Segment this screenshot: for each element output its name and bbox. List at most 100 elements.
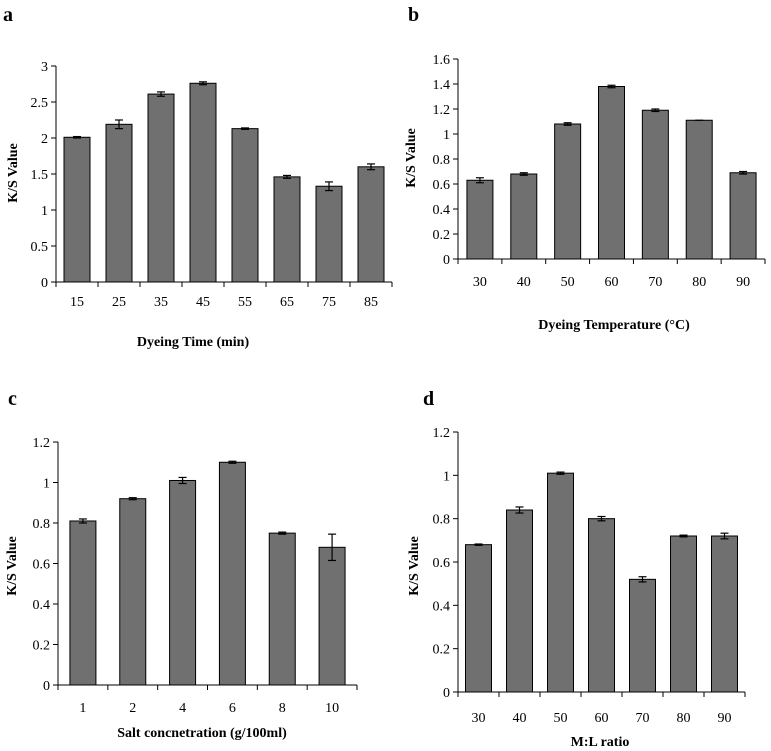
panel-a-bar — [189, 82, 217, 283]
panel-b-y-tick-label: 0.8 — [433, 153, 451, 168]
panel-d-y-tick-label: 1.2 — [433, 426, 451, 441]
panel-d-y-tick-label: 1 — [443, 469, 450, 484]
panel-d-bar — [547, 472, 574, 693]
panel-d-bar — [588, 518, 615, 693]
panel-d-x-tick-label: 70 — [636, 711, 650, 726]
panel-d-y-tick-label: 0.2 — [433, 643, 451, 658]
panel-a-x-tick-label: 75 — [322, 295, 336, 310]
panel-d: d K/S Value M:L ratio 0 0.2 0.4 0.6 0.8 1 1.2 3… — [407, 388, 746, 750]
panel-b-y-tick-label: 0.4 — [433, 203, 451, 218]
panel-b-bar — [466, 179, 494, 260]
panel-b-bar — [554, 123, 582, 260]
panel-a-plot: 0 0.5 1 1.5 2 2.5 3 15 25 35 45 55 65 75 85 — [31, 60, 393, 310]
panel-c-y-tick-label: 0.2 — [33, 639, 51, 654]
panel-a: a K/S Value Dyeing Time (min) 0 0.5 1 1.5 2 2… — [3, 4, 393, 350]
panel-b-x-tick-label: 40 — [517, 275, 531, 290]
panel-c-x-tick-label: 10 — [325, 701, 339, 716]
panel-b-bar — [729, 172, 757, 260]
panel-a-x-tick-label: 25 — [112, 295, 126, 310]
panel-d-bar — [670, 535, 697, 693]
panel-c: c K/S Value Salt concnetration (g/100ml)… — [5, 388, 358, 741]
panel-d-x-tick-label: 50 — [554, 711, 568, 726]
panel-a-bar — [315, 185, 343, 283]
panel-b-letter: b — [408, 4, 419, 26]
panel-b-y-tick-label: 0 — [443, 253, 450, 268]
panel-d-xlabel: M:L ratio — [571, 735, 630, 750]
panel-d-x-tick-label: 80 — [677, 711, 691, 726]
panel-b-ylabel: K/S Value — [404, 128, 419, 188]
panel-b-plot: 0 0.2 0.4 0.6 0.8 1 1.2 1.4 1.6 30 40 50 60 70 80 90 — [433, 53, 766, 290]
panel-a-x-tick-label: 85 — [364, 295, 378, 310]
panel-b-x-tick-label: 90 — [736, 275, 750, 290]
panel-a-x-tick-label: 55 — [238, 295, 252, 310]
panel-c-plot: 0 0.2 0.4 0.6 0.8 1 1.2 1 2 4 6 8 10 — [33, 436, 358, 716]
panel-d-y-tick-label: 0 — [443, 686, 450, 701]
panel-c-y-tick-label: 0.4 — [33, 598, 51, 613]
panel-d-bar — [506, 509, 533, 693]
panel-c-ylabel: K/S Value — [5, 536, 20, 596]
panel-b-y-tick-label: 0.6 — [433, 178, 451, 193]
panel-c-x-tick-label: 1 — [79, 701, 86, 716]
panel-a-bar — [357, 166, 385, 283]
panel-b-x-tick-label: 80 — [692, 275, 706, 290]
panel-a-y-tick-label: 0.5 — [31, 240, 49, 255]
panel-a-bar — [147, 93, 175, 283]
panel-a-y-tick-label: 0 — [41, 276, 48, 291]
panel-b-y-tick-label: 1 — [443, 128, 450, 143]
panel-a-bar — [63, 136, 91, 283]
panel-a-y-tick-label: 1 — [41, 204, 48, 219]
panel-a-y-tick-label: 2.5 — [31, 96, 49, 111]
panel-a-x-tick-label: 15 — [70, 295, 84, 310]
panel-c-x-tick-label: 6 — [229, 701, 236, 716]
panel-c-y-tick-label: 0 — [43, 679, 50, 694]
panel-c-x-tick-label: 4 — [179, 701, 186, 716]
panel-c-bar — [169, 479, 197, 686]
panel-a-ylabel: K/S Value — [6, 143, 21, 203]
panel-a-xlabel: Dyeing Time (min) — [137, 335, 250, 350]
panel-c-x-tick-label: 8 — [279, 701, 286, 716]
panel-b-bar — [598, 86, 625, 260]
panel-d-x-tick-label: 60 — [595, 711, 609, 726]
panel-b-y-tick-label: 0.2 — [433, 228, 451, 243]
panel-b-bar — [510, 173, 538, 260]
panel-c-y-tick-label: 1.2 — [33, 436, 51, 451]
panel-d-x-tick-label: 40 — [513, 711, 527, 726]
panel-a-x-tick-label: 45 — [196, 295, 210, 310]
panel-b-x-tick-label: 50 — [561, 275, 575, 290]
panel-c-y-tick-label: 1 — [43, 477, 50, 492]
panel-c-bar — [69, 520, 97, 686]
panel-b-x-tick-label: 70 — [648, 275, 662, 290]
panel-d-y-tick-label: 0.6 — [433, 556, 451, 571]
panel-a-bar — [105, 123, 133, 283]
panel-a-letter: a — [3, 4, 13, 26]
panel-d-x-tick-label: 90 — [718, 711, 732, 726]
panel-a-y-tick-label: 2 — [41, 132, 48, 147]
panel-d-bar — [711, 535, 738, 693]
panel-b-bar — [641, 109, 669, 260]
panel-a-bar — [231, 128, 259, 283]
panel-d-bar — [629, 578, 656, 693]
panel-b-y-tick-label: 1.6 — [433, 53, 451, 68]
panel-d-y-tick-label: 0.8 — [433, 513, 451, 528]
panel-c-xlabel: Salt concnetration (g/100ml) — [117, 726, 287, 741]
panel-c-bar — [218, 461, 246, 686]
panel-d-letter: d — [423, 388, 434, 410]
panel-b-y-tick-label: 1.4 — [433, 78, 451, 93]
panel-a-y-tick-label: 3 — [41, 60, 48, 75]
panel-d-bar — [465, 544, 492, 693]
panel-a-y-tick-label: 1.5 — [31, 168, 49, 183]
panel-d-y-tick-label: 0.4 — [433, 599, 451, 614]
panel-d-x-tick-label: 30 — [472, 711, 486, 726]
panel-c-x-tick-label: 2 — [129, 701, 136, 716]
panel-c-y-tick-label: 0.6 — [33, 558, 51, 573]
panel-b-y-tick-label: 1.2 — [433, 103, 451, 118]
panel-a-bar — [273, 176, 301, 283]
panel-a-x-tick-label: 35 — [154, 295, 168, 310]
panel-d-plot: 0 0.2 0.4 0.6 0.8 1 1.2 30 40 50 60 70 80 90 — [433, 426, 746, 726]
panel-b-bar — [685, 119, 713, 260]
panel-b-xlabel: Dyeing Temperature (°C) — [538, 318, 690, 333]
panel-c-bar — [318, 546, 346, 686]
panel-a-x-tick-label: 65 — [280, 295, 294, 310]
panel-c-letter: c — [8, 388, 17, 410]
